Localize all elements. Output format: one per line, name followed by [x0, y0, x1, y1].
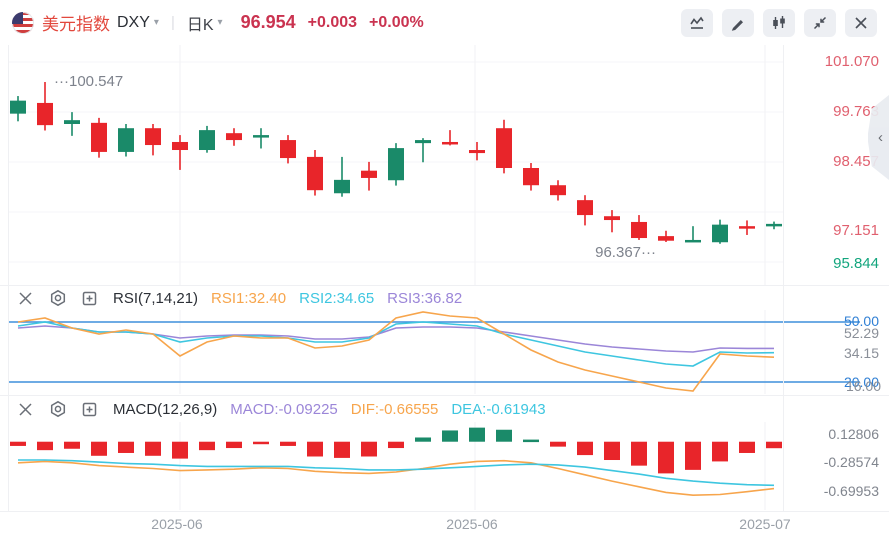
- panel-separator: [0, 285, 889, 286]
- header: 美元指数 DXY ▾ | 日K ▾ 96.954 +0.003 +0.00%: [0, 0, 889, 45]
- axis-separator: [0, 511, 889, 512]
- dif-value: DIF:-0.66555: [350, 400, 439, 418]
- settings-icon[interactable]: [48, 289, 67, 308]
- collapse-button[interactable]: [804, 8, 836, 37]
- line-chart-icon: [690, 16, 704, 29]
- macd-axis-label: 0.12806: [828, 426, 879, 442]
- rsi-chart[interactable]: [8, 310, 889, 394]
- price-axis-label: 98.457: [833, 153, 879, 170]
- chevron-down-icon[interactable]: ▾: [153, 17, 159, 28]
- svg-text:···100.547: ···100.547: [54, 73, 123, 90]
- plot-left-border: [8, 45, 9, 511]
- macd-value: MACD:-0.09225: [230, 400, 338, 418]
- macd-axis-label: -0.69953: [823, 483, 879, 499]
- dea-value: DEA:-0.61943: [451, 400, 546, 418]
- axis-collapse-tab[interactable]: ‹: [868, 95, 889, 180]
- chart-style-button[interactable]: [763, 8, 795, 37]
- draw-button[interactable]: [722, 8, 754, 37]
- rsi-title: RSI(7,14,21): [113, 289, 199, 307]
- x-axis-label: 2025-06: [151, 516, 203, 532]
- price-change: +0.003: [307, 13, 358, 31]
- macd-panel-header: MACD(12,26,9) MACD:-0.09225 DIF:-0.66555…: [16, 398, 546, 420]
- close-icon[interactable]: [16, 400, 35, 419]
- symbol-name: 美元指数: [42, 15, 110, 34]
- chevron-down-icon[interactable]: ▾: [217, 17, 223, 28]
- rsi-axis-label: 50.00: [843, 313, 879, 329]
- macd-title: MACD(12,26,9): [113, 400, 218, 418]
- price-change-percent: +0.00%: [369, 13, 424, 31]
- chevron-left-icon: ‹: [878, 129, 883, 146]
- add-indicator-icon[interactable]: [80, 400, 99, 419]
- panel-separator: [0, 395, 889, 396]
- candlestick-chart[interactable]: ···100.547 96.367···: [8, 45, 783, 285]
- rsi-axis-label: 52.29: [843, 325, 879, 341]
- price-axis-label: 97.151: [833, 222, 879, 239]
- add-indicator-icon[interactable]: [80, 289, 99, 308]
- price-axis-label: 101.070: [824, 53, 879, 70]
- rsi-axis-label: 16.00: [845, 378, 881, 394]
- macd-axis-label: -0.28574: [823, 454, 879, 470]
- rsi1-value: RSI1:32.40: [211, 289, 287, 307]
- settings-icon[interactable]: [48, 400, 67, 419]
- svg-text:96.367···: 96.367···: [595, 244, 656, 261]
- close-icon[interactable]: [16, 289, 35, 308]
- rsi-axis-label: 34.15: [843, 345, 879, 361]
- rsi3-value: RSI3:36.82: [387, 289, 463, 307]
- candlestick-icon: [773, 15, 785, 29]
- timeframe-dropdown[interactable]: 日K: [186, 16, 214, 34]
- x-axis-label: 2025-06: [446, 516, 498, 532]
- us-flag-icon: [12, 11, 34, 34]
- close-icon: [855, 16, 867, 29]
- macd-chart[interactable]: [8, 422, 889, 510]
- divider: |: [170, 14, 175, 31]
- header-toolbar: [681, 8, 877, 37]
- rsi2-value: RSI2:34.65: [299, 289, 375, 307]
- price-axis-label: 95.844: [833, 255, 879, 272]
- rsi-axis-label: 20.00: [843, 374, 879, 390]
- price-axis-border: [783, 45, 784, 511]
- last-price: 96.954: [240, 12, 296, 32]
- x-axis-label: 2025-07: [739, 516, 791, 532]
- collapse-icon: [813, 16, 827, 29]
- symbol-code-dropdown[interactable]: DXY: [117, 13, 150, 31]
- price-axis-label: 99.763: [833, 103, 879, 120]
- pencil-icon: [731, 19, 743, 31]
- rsi-panel-header: RSI(7,14,21) RSI1:32.40 RSI2:34.65 RSI3:…: [16, 287, 462, 309]
- close-button[interactable]: [845, 8, 877, 37]
- line-chart-button[interactable]: [681, 8, 713, 37]
